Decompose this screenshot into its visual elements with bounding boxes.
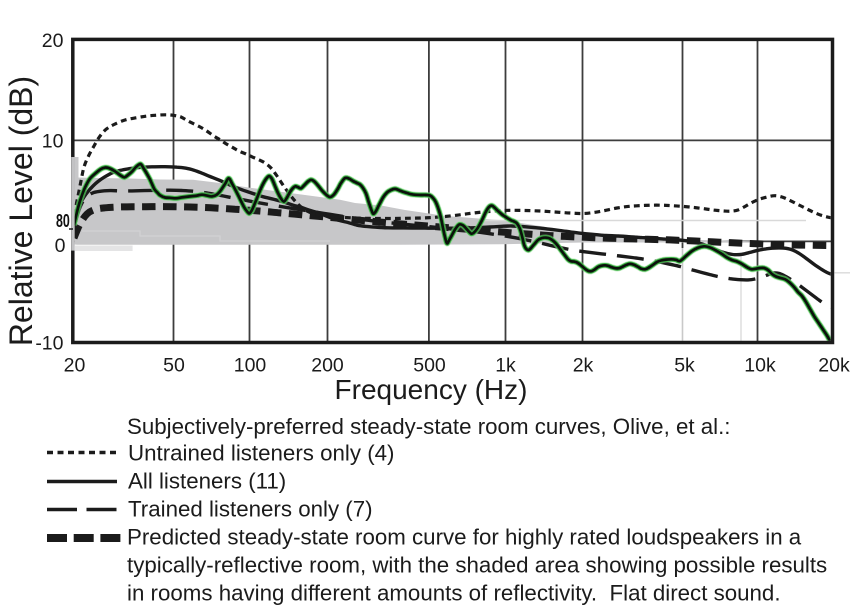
svg-text:20k: 20k — [818, 355, 850, 377]
svg-text:Subjectively-preferred steady-: Subjectively-preferred steady-state room… — [127, 414, 731, 439]
svg-text:Predicted steady-state room cu: Predicted steady-state room curve for hi… — [127, 525, 802, 550]
svg-text:200: 200 — [311, 355, 344, 377]
svg-text:All listeners (11): All listeners (11) — [128, 469, 286, 494]
svg-text:0: 0 — [55, 235, 66, 257]
svg-text:Trained listeners only (7): Trained listeners only (7) — [128, 497, 373, 522]
svg-text:Untrained listeners only (4): Untrained listeners only (4) — [128, 441, 394, 466]
svg-text:typically-reflective room, wit: typically-reflective room, with the shad… — [127, 553, 827, 578]
svg-text:1k: 1k — [495, 355, 516, 377]
svg-text:50: 50 — [163, 355, 185, 377]
svg-text:5k: 5k — [674, 355, 695, 377]
svg-text:500: 500 — [413, 355, 446, 377]
svg-text:20: 20 — [64, 355, 86, 377]
svg-text:-10: -10 — [35, 333, 63, 355]
svg-text:Relative Level (dB): Relative Level (dB) — [3, 76, 39, 346]
svg-text:80: 80 — [56, 210, 70, 231]
svg-text:Frequency (Hz): Frequency (Hz) — [335, 374, 528, 405]
svg-text:100: 100 — [234, 355, 267, 377]
svg-text:10: 10 — [42, 130, 64, 152]
svg-text:in rooms having different amou: in rooms having different amounts of ref… — [127, 581, 781, 606]
svg-text:20: 20 — [42, 30, 64, 52]
svg-text:10k: 10k — [744, 355, 776, 377]
svg-text:2k: 2k — [573, 355, 594, 377]
